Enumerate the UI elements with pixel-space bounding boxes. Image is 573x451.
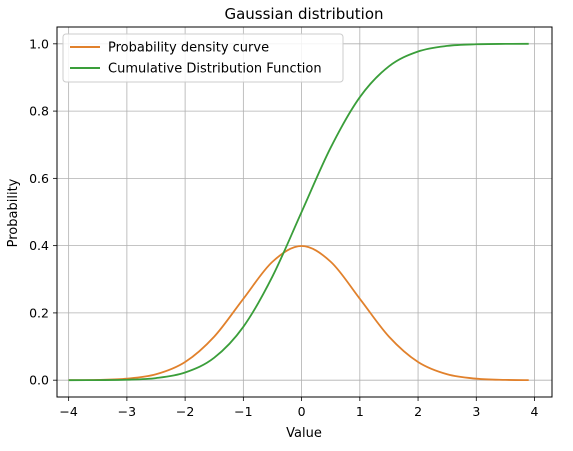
plot-frame — [56, 26, 553, 398]
legend-label-pdf: Probability density curve — [108, 41, 269, 56]
y-tick-label: 0.8 — [29, 104, 49, 119]
y-tick-label: 0.6 — [29, 171, 49, 186]
x-tick-label: −4 — [59, 404, 77, 419]
y-axis-title: Probability — [6, 178, 21, 247]
legend-box — [62, 33, 344, 83]
chart-title: Gaussian distribution — [224, 5, 383, 23]
series-line-pdf — [68, 245, 529, 382]
y-tick-label: 0.2 — [29, 305, 49, 320]
y-tick-label: 0.4 — [29, 238, 49, 253]
x-tick-label: 2 — [414, 404, 422, 419]
x-tick-label: −2 — [176, 404, 194, 419]
legend-label-cdf: Cumulative Distribution Function — [108, 62, 322, 77]
x-tick-label: 1 — [356, 404, 364, 419]
x-ticks: −4 −3 −2 −1 0 1 2 3 4 — [59, 397, 539, 419]
x-tick-label: −1 — [234, 404, 252, 419]
y-tick-label: 1.0 — [29, 36, 49, 51]
x-tick-label: 4 — [531, 404, 539, 419]
x-axis-title: Value — [286, 426, 322, 441]
x-tick-label: −3 — [118, 404, 136, 419]
series-line-cdf — [68, 42, 529, 382]
y-ticks: 0.0 0.2 0.4 0.6 0.8 1.0 — [29, 36, 57, 388]
x-tick-label: 3 — [472, 404, 480, 419]
legend: Probability density curve Cumulative Dis… — [62, 33, 344, 83]
series-layer — [68, 42, 529, 382]
y-tick-label: 0.0 — [29, 373, 49, 388]
x-tick-label: 0 — [298, 404, 306, 419]
